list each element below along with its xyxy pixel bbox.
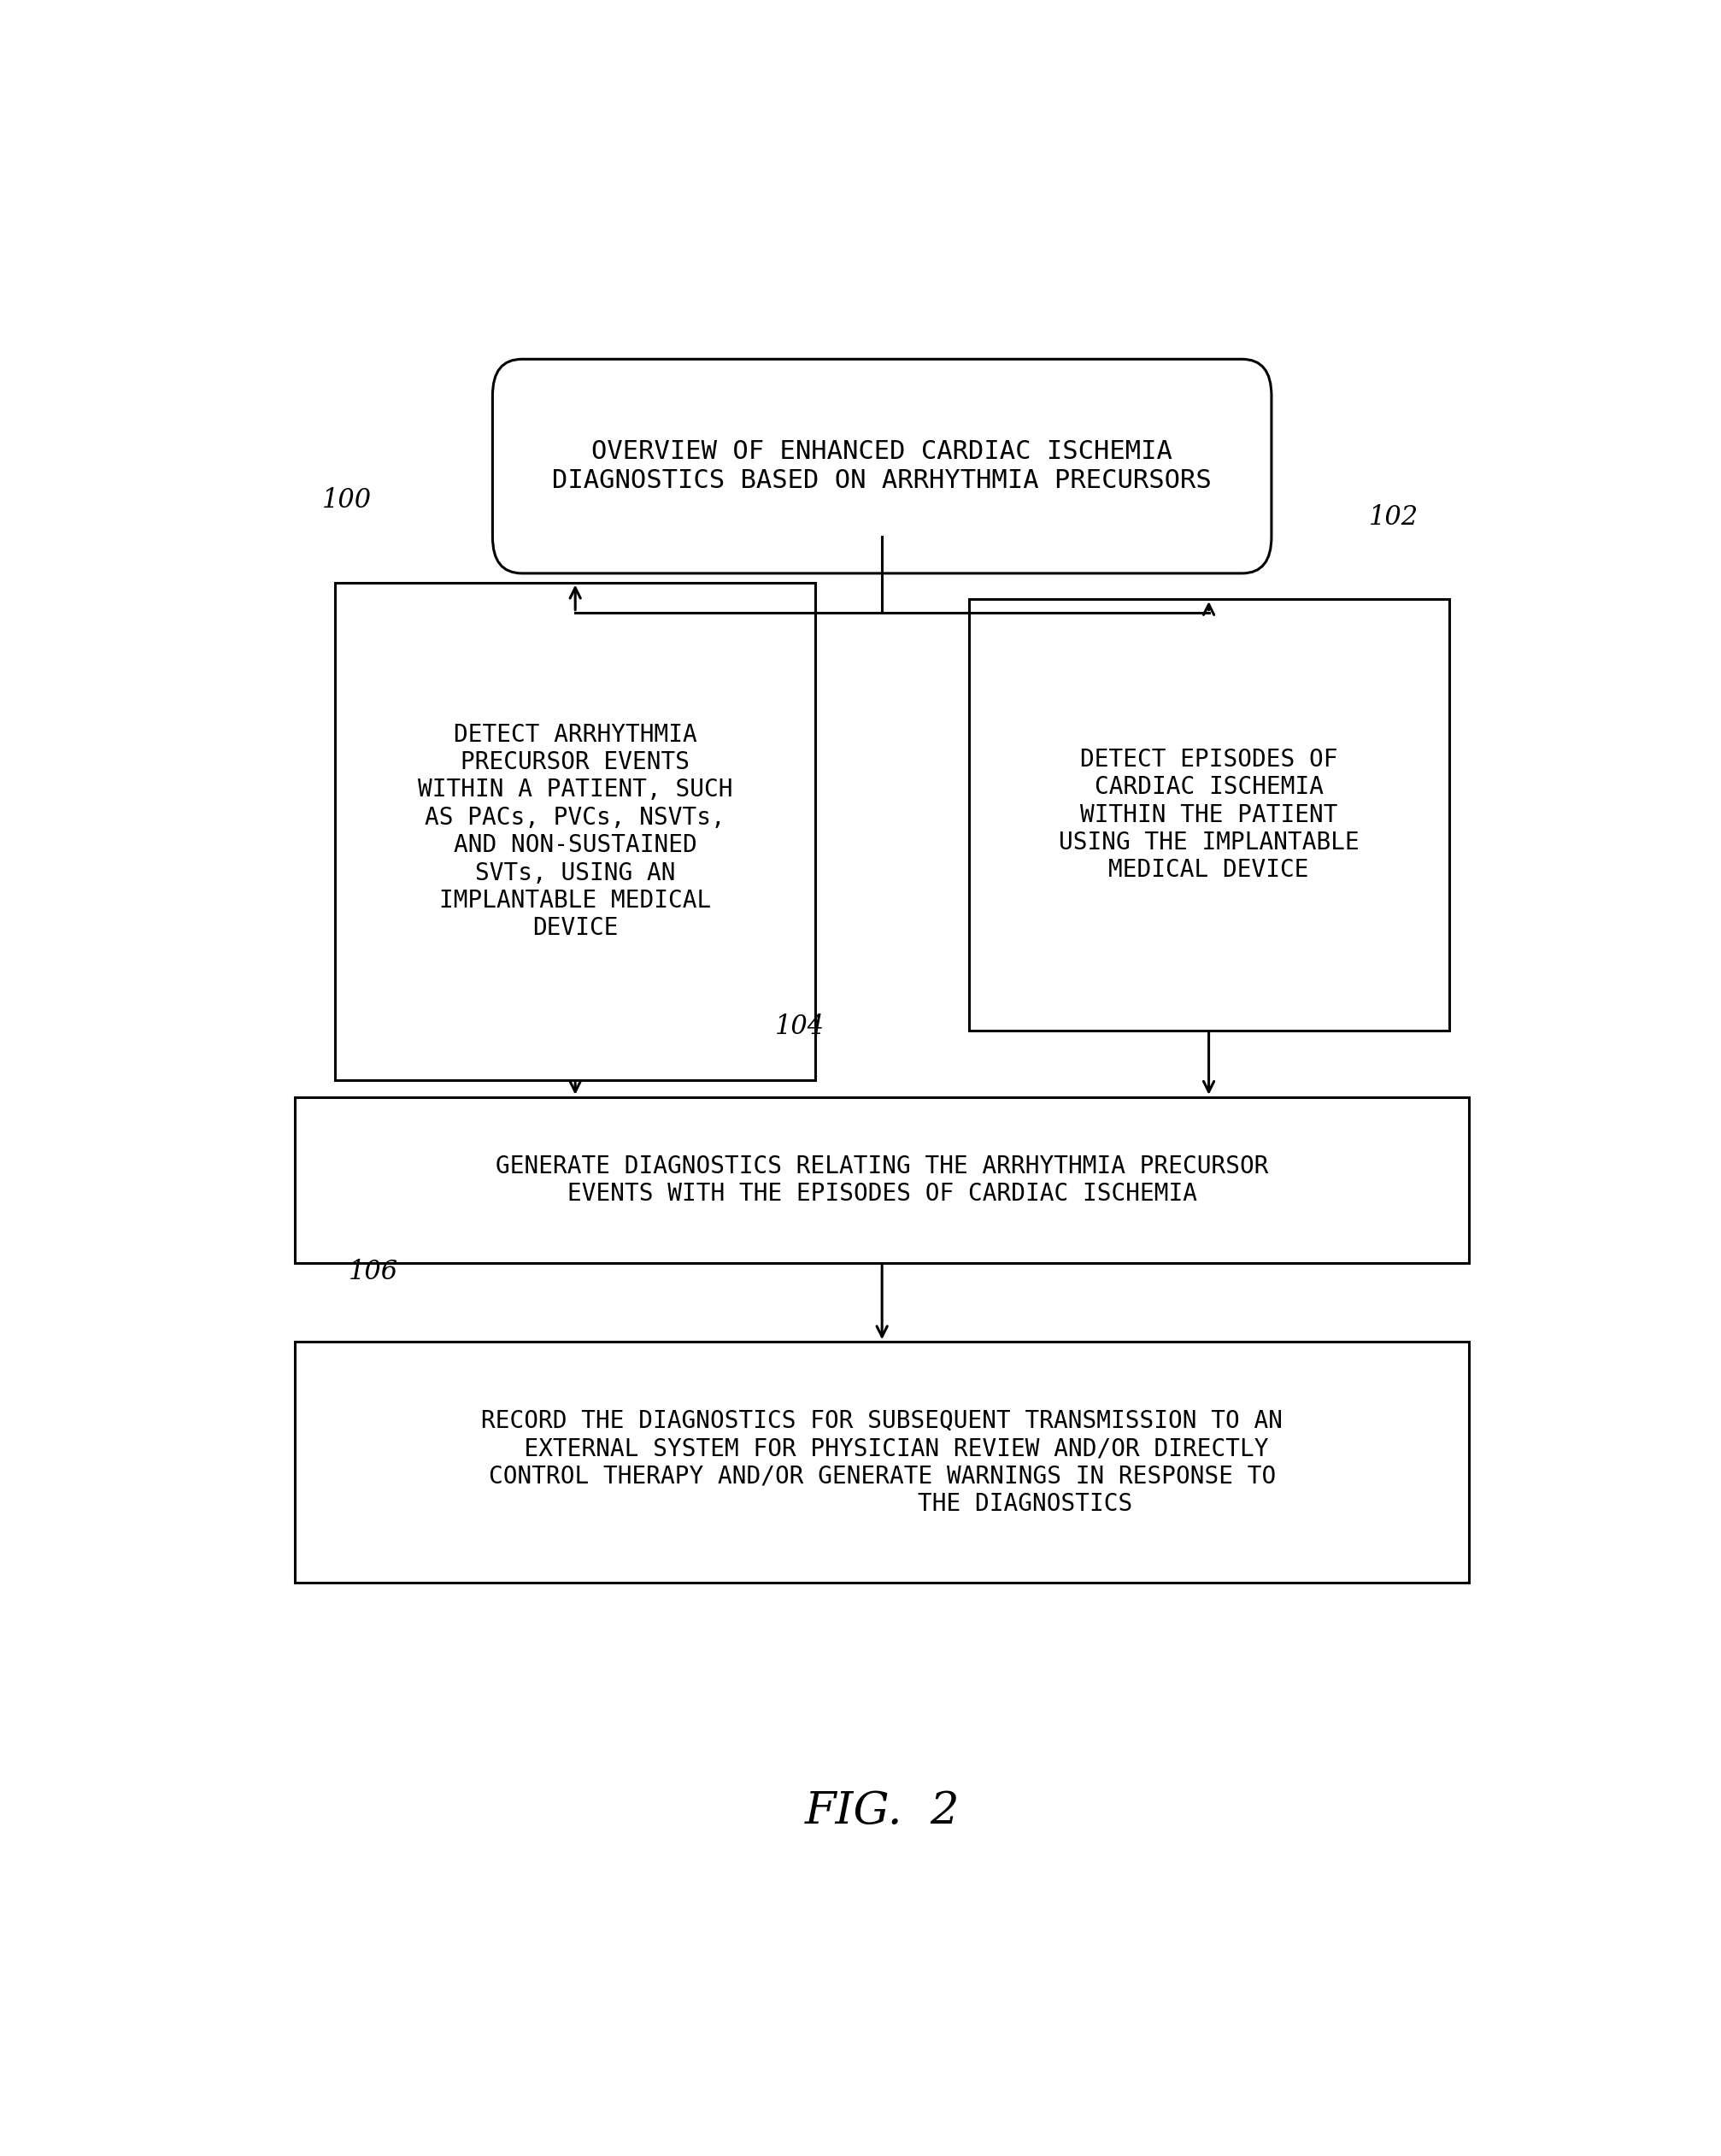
Bar: [296, 1341, 1470, 1583]
Text: 100: 100: [322, 487, 372, 513]
Text: DETECT ARRHYTHMIA
PRECURSOR EVENTS
WITHIN A PATIENT, SUCH
AS PACs, PVCs, NSVTs,
: DETECT ARRHYTHMIA PRECURSOR EVENTS WITHI…: [418, 722, 733, 940]
Text: RECORD THE DIAGNOSTICS FOR SUBSEQUENT TRANSMISSION TO AN
  EXTERNAL SYSTEM FOR P: RECORD THE DIAGNOSTICS FOR SUBSEQUENT TR…: [482, 1408, 1282, 1516]
Text: 102: 102: [1368, 505, 1418, 530]
Text: DETECT EPISODES OF
CARDIAC ISCHEMIA
WITHIN THE PATIENT
USING THE IMPLANTABLE
MED: DETECT EPISODES OF CARDIAC ISCHEMIA WITH…: [1058, 748, 1360, 882]
Text: 104: 104: [774, 1013, 824, 1039]
Bar: [969, 599, 1449, 1031]
Text: OVERVIEW OF ENHANCED CARDIAC ISCHEMIA
DIAGNOSTICS BASED ON ARRHYTHMIA PRECURSORS: OVERVIEW OF ENHANCED CARDIAC ISCHEMIA DI…: [552, 440, 1212, 494]
FancyBboxPatch shape: [492, 360, 1272, 573]
Bar: [296, 1097, 1470, 1263]
Text: 106: 106: [348, 1259, 398, 1285]
Text: FIG.  2: FIG. 2: [804, 1789, 960, 1833]
Bar: [336, 582, 816, 1080]
Text: GENERATE DIAGNOSTICS RELATING THE ARRHYTHMIA PRECURSOR
EVENTS WITH THE EPISODES : GENERATE DIAGNOSTICS RELATING THE ARRHYT…: [496, 1153, 1268, 1205]
